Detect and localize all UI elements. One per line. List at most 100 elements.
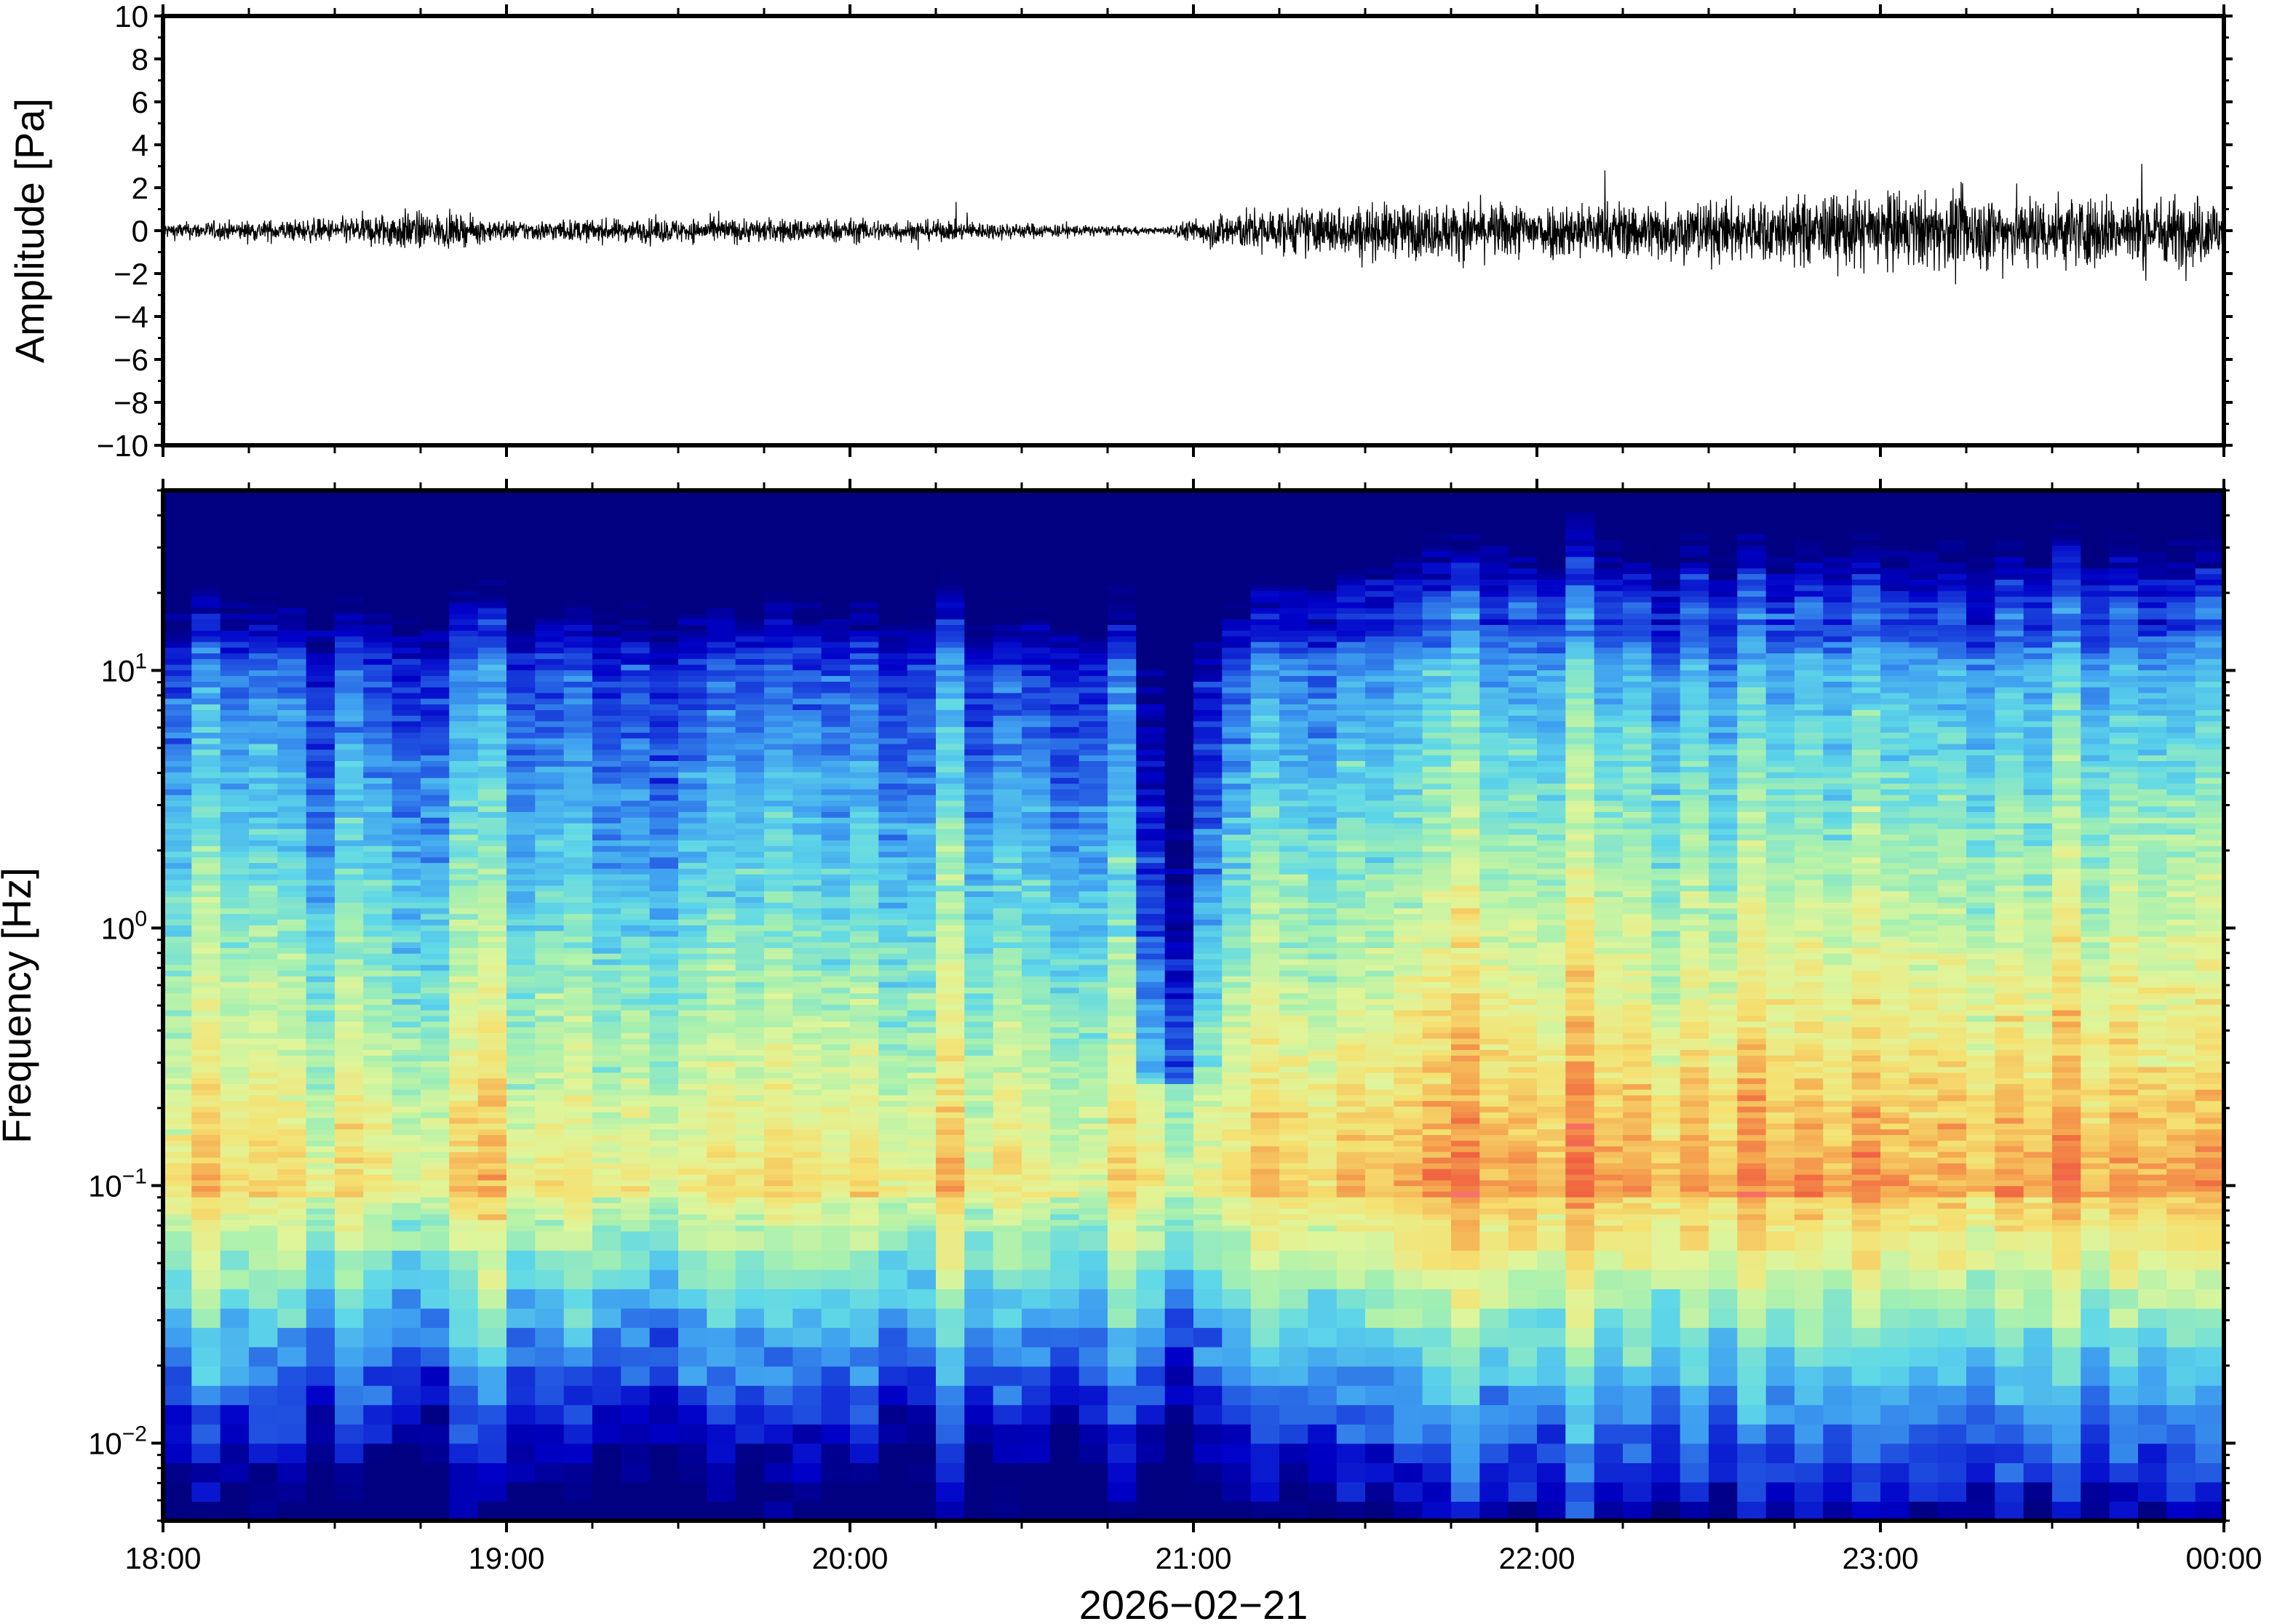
spectrogram-cell <box>936 851 965 858</box>
spectrogram-cell <box>878 998 908 1005</box>
spectrogram-cell <box>678 913 707 920</box>
spectrogram-cell <box>678 1129 707 1135</box>
spectrogram-cell <box>535 1185 565 1192</box>
spectrogram-cell <box>764 1169 793 1175</box>
spectrogram-cell <box>964 1191 994 1198</box>
spectrogram-cell <box>363 1010 393 1016</box>
spectrogram-cell <box>191 1202 221 1209</box>
spectrogram-cell <box>1108 1347 1137 1367</box>
spectrogram-cell <box>220 755 250 761</box>
spectrogram-cell <box>850 545 879 552</box>
spectrogram-cell <box>306 1501 335 1521</box>
spectrogram-cell <box>306 584 335 592</box>
spectrogram-cell <box>449 641 479 648</box>
spectrogram-cell <box>363 1129 393 1135</box>
spectrogram-cell <box>1078 771 1108 779</box>
spectrogram-cell <box>449 715 479 722</box>
spectrogram-cell <box>506 715 536 722</box>
spectrogram-cell <box>220 551 250 557</box>
spectrogram-cell <box>1022 1481 1051 1502</box>
spectrogram-cell <box>850 715 879 722</box>
spectrogram-cell <box>621 1462 651 1483</box>
spectrogram-cell <box>392 1289 421 1309</box>
spectrogram-cell <box>249 1250 278 1270</box>
spectrogram-cell <box>563 828 593 835</box>
spectrogram-cell <box>563 1174 593 1181</box>
spectrogram-cell <box>821 1021 851 1027</box>
spectrogram-cell <box>421 1066 450 1073</box>
spectrogram-cell <box>249 653 278 659</box>
spectrogram-cell <box>678 675 707 682</box>
spectrogram-cell <box>563 964 593 971</box>
spectrogram-cell <box>535 805 565 812</box>
spectrogram-cell <box>764 947 793 954</box>
spectrogram-cell <box>993 584 1022 592</box>
spectrogram-cell <box>592 1214 621 1220</box>
spectrogram-cell <box>821 800 851 807</box>
spectrogram-cell <box>621 1027 651 1033</box>
spectrogram-cell <box>249 811 278 818</box>
spectrogram-cell <box>477 811 507 818</box>
spectrogram-cell <box>707 874 736 880</box>
spectrogram-cell <box>735 982 765 988</box>
spectrogram-cell <box>1050 517 1080 523</box>
spectrogram-cell <box>649 647 679 653</box>
spectrogram-cell <box>964 1225 994 1232</box>
spectrogram-cell <box>563 868 593 875</box>
spectrogram-cell <box>907 698 937 705</box>
spectrogram-cell <box>506 976 536 982</box>
spectrogram-cell <box>449 1112 479 1118</box>
spectrogram-cell <box>506 1043 536 1051</box>
spectrogram-cell <box>1050 795 1080 801</box>
spectrogram-cell <box>249 936 278 943</box>
spectrogram-cell <box>449 1145 479 1153</box>
spectrogram-cell <box>678 1185 707 1192</box>
spectrogram-cell <box>335 692 364 699</box>
spectrogram-cell <box>792 936 822 943</box>
spectrogram-cell <box>191 1366 221 1386</box>
spectrogram-cell <box>363 1145 393 1153</box>
spectrogram-cell <box>392 970 421 976</box>
spectrogram-cell <box>792 1366 822 1386</box>
spectrogram-cell <box>764 1404 793 1425</box>
spectrogram-cell <box>220 936 250 943</box>
spectrogram-cell <box>277 942 307 948</box>
spectrogram-cell <box>363 681 393 688</box>
spectrogram-cell <box>735 732 765 739</box>
spectrogram-cell <box>821 1004 851 1011</box>
spectrogram-cell <box>1022 925 1051 931</box>
spectrogram-cell <box>249 1179 278 1187</box>
spectrogram-cell <box>277 749 307 756</box>
spectrogram-cell <box>678 874 707 880</box>
spectrogram-cell <box>220 834 250 840</box>
spectrogram-cell <box>964 862 994 869</box>
spectrogram-cell <box>306 896 335 903</box>
spectrogram-cell <box>306 732 335 739</box>
spectrogram-cell <box>707 669 736 677</box>
spectrogram-cell <box>1022 805 1051 812</box>
spectrogram-cell <box>964 1100 994 1107</box>
spectrogram-cell <box>220 789 250 795</box>
spectrogram-cell <box>964 1083 994 1090</box>
spectrogram-cell <box>249 976 278 982</box>
spectrogram-cell <box>506 522 536 529</box>
spectrogram-cell <box>363 823 393 829</box>
spectrogram-cell <box>477 647 507 653</box>
spectrogram-cell <box>792 596 822 602</box>
spectrogram-cell <box>1050 1010 1080 1016</box>
spectrogram-cell <box>392 771 421 779</box>
spectrogram-cell <box>764 1219 793 1226</box>
spectrogram-cell <box>535 624 565 631</box>
spectrogram-cell <box>477 505 507 512</box>
spectrogram-cell <box>678 823 707 829</box>
spectrogram-cell <box>163 698 192 705</box>
spectrogram-cell <box>535 1004 565 1011</box>
spectrogram-cell <box>1078 1250 1108 1270</box>
spectrogram-cell <box>964 500 994 506</box>
spectrogram-cell <box>764 1308 793 1329</box>
spectrogram-cell <box>392 658 421 665</box>
spectrogram-cell <box>907 919 937 926</box>
spectrogram-cell <box>592 1089 621 1096</box>
spectrogram-cell <box>477 1179 507 1187</box>
spectrogram-cell <box>678 505 707 512</box>
